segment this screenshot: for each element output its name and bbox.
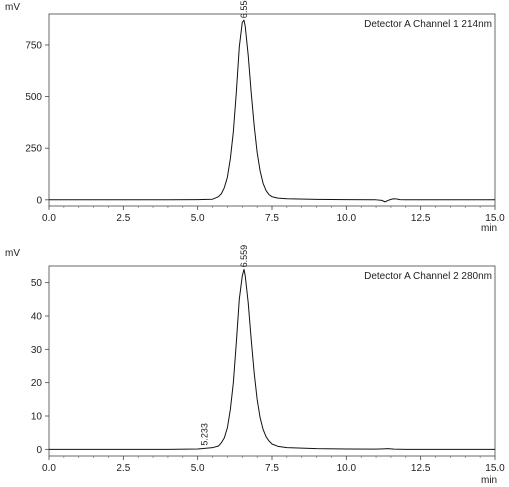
peak-label: 6.559 bbox=[239, 245, 249, 268]
peak-label: 5.233 bbox=[200, 423, 210, 446]
plot-frame bbox=[48, 265, 496, 457]
y-tick-label: 10 bbox=[31, 412, 43, 423]
y-axis-unit: mV bbox=[5, 248, 20, 259]
x-tick-label: 0.0 bbox=[42, 213, 56, 224]
x-tick-label: 0.0 bbox=[42, 463, 56, 474]
y-tick-label: 40 bbox=[31, 312, 43, 323]
channel-legend: Detector A Channel 2 280nm bbox=[364, 271, 492, 282]
x-tick-label: 7.5 bbox=[265, 213, 279, 224]
x-tick-label: 10.0 bbox=[337, 463, 357, 474]
y-tick-label: 750 bbox=[25, 40, 42, 51]
peak-label: 6.558 bbox=[239, 0, 249, 18]
y-tick-label: 20 bbox=[31, 378, 43, 389]
y-tick-label: 500 bbox=[25, 92, 42, 103]
chart-panel-1: 0 250 500 750 0.0 2.5 5.0 7.5 10.0 12.5 15.0 mV min D… bbox=[5, 0, 505, 234]
x-tick-label: 5.0 bbox=[191, 463, 205, 474]
x-axis-unit: min bbox=[481, 223, 497, 234]
x-tick-label: 2.5 bbox=[116, 213, 130, 224]
x-axis-unit: min bbox=[481, 475, 497, 486]
chromatogram-trace bbox=[49, 19, 495, 203]
x-tick-label: 15.0 bbox=[485, 213, 505, 224]
chromatogram-trace bbox=[49, 268, 495, 450]
chart-panel-2: 0 10 20 30 40 50 0.0 2.5 5.0 7.5 10.0 12.5 15.0 mV min… bbox=[5, 245, 505, 486]
x-tick-label: 15.0 bbox=[485, 463, 505, 474]
x-tick-label: 12.5 bbox=[411, 463, 431, 474]
x-tick-label: 2.5 bbox=[116, 463, 130, 474]
y-tick-label: 0 bbox=[36, 445, 42, 456]
y-tick-label: 50 bbox=[31, 278, 43, 289]
x-tick-label: 12.5 bbox=[411, 213, 431, 224]
y-axis-unit: mV bbox=[5, 2, 20, 13]
x-tick-label: 7.5 bbox=[265, 463, 279, 474]
plot-frame bbox=[48, 13, 496, 207]
x-tick-label: 5.0 bbox=[191, 213, 205, 224]
channel-legend: Detector A Channel 1 214nm bbox=[364, 19, 492, 30]
y-tick-label: 250 bbox=[25, 144, 42, 155]
y-tick-label: 0 bbox=[36, 195, 42, 206]
x-tick-label: 10.0 bbox=[337, 213, 357, 224]
y-tick-label: 30 bbox=[31, 345, 43, 356]
